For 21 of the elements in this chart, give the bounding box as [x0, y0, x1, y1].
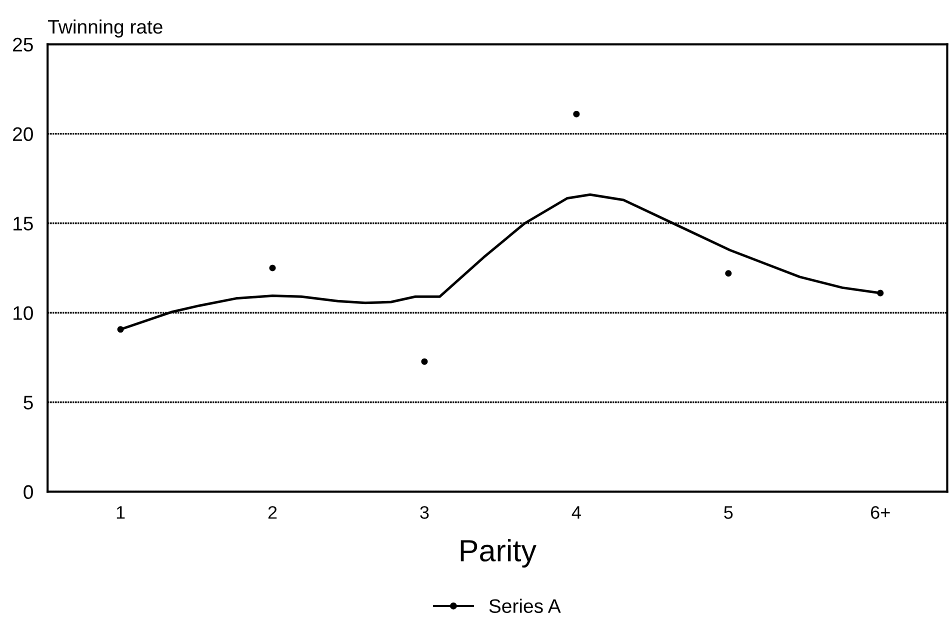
point: [573, 110, 580, 118]
x-axis-title: Parity: [460, 539, 536, 568]
x-tick-label: 1: [116, 506, 125, 519]
y-tick-label: 0: [24, 485, 33, 499]
y-tick-label: 5: [24, 396, 33, 410]
legend-label: Series A: [489, 598, 561, 613]
point: [269, 264, 276, 272]
y-tick-label: 20: [13, 127, 33, 142]
x-tick-label: 4: [572, 506, 581, 519]
point: [877, 290, 884, 296]
y-tick-label: 10: [14, 306, 33, 320]
point: [117, 326, 124, 333]
y-axis-title: Twinning rate: [48, 19, 162, 38]
point: [421, 358, 428, 365]
x-tick-label: 5: [724, 506, 733, 519]
x-tick-label: 6+: [871, 506, 890, 519]
x-tick-label: 3: [420, 506, 429, 519]
point: [725, 270, 732, 277]
y-tick-label: 25: [13, 38, 33, 52]
y-tick-label: 15: [14, 216, 33, 231]
x-tick-label: 2: [268, 506, 277, 519]
